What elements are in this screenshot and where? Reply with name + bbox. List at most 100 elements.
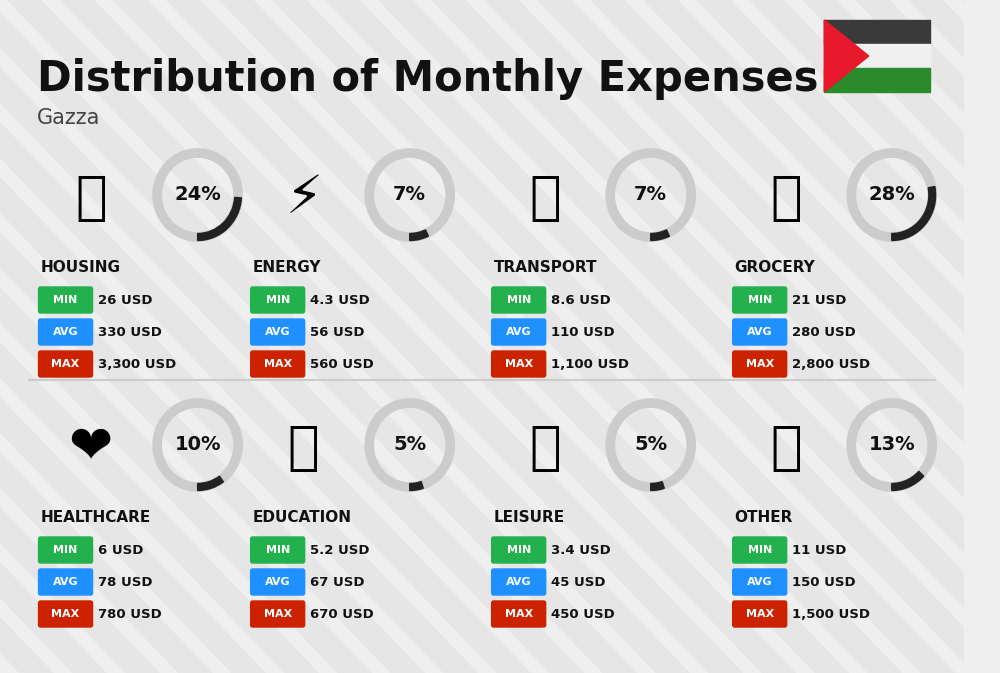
Text: 11 USD: 11 USD (792, 544, 847, 557)
Text: 78 USD: 78 USD (98, 575, 153, 588)
Text: MAX: MAX (264, 609, 292, 619)
FancyBboxPatch shape (824, 68, 930, 92)
Text: 26 USD: 26 USD (98, 293, 153, 306)
Text: 1,500 USD: 1,500 USD (792, 608, 870, 621)
Text: HEALTHCARE: HEALTHCARE (40, 510, 151, 525)
FancyBboxPatch shape (39, 601, 93, 627)
Text: 💰: 💰 (770, 422, 802, 474)
FancyBboxPatch shape (824, 44, 930, 68)
Text: 3.4 USD: 3.4 USD (551, 544, 611, 557)
Text: 45 USD: 45 USD (551, 575, 606, 588)
FancyBboxPatch shape (733, 601, 787, 627)
FancyBboxPatch shape (39, 569, 93, 595)
Text: 🛍: 🛍 (529, 422, 561, 474)
Text: 67 USD: 67 USD (310, 575, 365, 588)
FancyBboxPatch shape (733, 287, 787, 313)
Text: 330 USD: 330 USD (98, 326, 162, 339)
Text: Gazza: Gazza (37, 108, 100, 128)
Text: 110 USD: 110 USD (551, 326, 615, 339)
Text: 8.6 USD: 8.6 USD (551, 293, 611, 306)
Text: 13%: 13% (868, 435, 915, 454)
Wedge shape (651, 482, 664, 491)
Wedge shape (892, 186, 936, 240)
FancyBboxPatch shape (39, 537, 93, 563)
Text: 1,100 USD: 1,100 USD (551, 357, 629, 371)
Text: 🏢: 🏢 (76, 172, 107, 224)
Text: 21 USD: 21 USD (792, 293, 847, 306)
FancyBboxPatch shape (251, 319, 305, 345)
FancyBboxPatch shape (492, 287, 546, 313)
Text: 5%: 5% (393, 435, 426, 454)
FancyBboxPatch shape (251, 351, 305, 377)
Text: MIN: MIN (53, 545, 78, 555)
Text: GROCERY: GROCERY (735, 260, 815, 275)
Text: MIN: MIN (53, 295, 78, 305)
Text: AVG: AVG (506, 327, 531, 337)
Text: AVG: AVG (747, 577, 772, 587)
Text: HOUSING: HOUSING (40, 260, 120, 275)
Text: MAX: MAX (51, 359, 80, 369)
Text: 🎓: 🎓 (288, 422, 319, 474)
Text: TRANSPORT: TRANSPORT (494, 260, 597, 275)
Text: AVG: AVG (265, 577, 290, 587)
Text: 5.2 USD: 5.2 USD (310, 544, 370, 557)
Text: ❤️: ❤️ (69, 422, 114, 474)
FancyBboxPatch shape (733, 537, 787, 563)
FancyBboxPatch shape (39, 319, 93, 345)
Text: 🛒: 🛒 (770, 172, 802, 224)
Text: MAX: MAX (746, 359, 774, 369)
FancyBboxPatch shape (251, 569, 305, 595)
Text: 280 USD: 280 USD (792, 326, 856, 339)
Text: AVG: AVG (506, 577, 531, 587)
Text: AVG: AVG (747, 327, 772, 337)
Text: MAX: MAX (746, 609, 774, 619)
FancyBboxPatch shape (39, 351, 93, 377)
Text: MAX: MAX (505, 609, 533, 619)
Wedge shape (892, 471, 924, 491)
Wedge shape (410, 230, 428, 240)
Wedge shape (198, 476, 223, 491)
FancyBboxPatch shape (492, 537, 546, 563)
Text: 3,300 USD: 3,300 USD (98, 357, 177, 371)
Text: ENERGY: ENERGY (253, 260, 321, 275)
Text: 24%: 24% (174, 186, 221, 205)
Text: 2,800 USD: 2,800 USD (792, 357, 871, 371)
Text: 6 USD: 6 USD (98, 544, 144, 557)
Wedge shape (410, 482, 423, 491)
Text: MIN: MIN (266, 295, 290, 305)
Wedge shape (651, 230, 669, 240)
Text: AVG: AVG (53, 327, 78, 337)
Text: 28%: 28% (868, 186, 915, 205)
FancyBboxPatch shape (492, 569, 546, 595)
Text: 670 USD: 670 USD (310, 608, 374, 621)
Text: AVG: AVG (53, 577, 78, 587)
Text: 780 USD: 780 USD (98, 608, 162, 621)
Text: 7%: 7% (393, 186, 426, 205)
FancyBboxPatch shape (39, 287, 93, 313)
FancyBboxPatch shape (733, 351, 787, 377)
FancyBboxPatch shape (733, 569, 787, 595)
Text: MAX: MAX (264, 359, 292, 369)
Text: Distribution of Monthly Expenses: Distribution of Monthly Expenses (37, 58, 818, 100)
Text: ⚡: ⚡ (285, 172, 322, 224)
Text: 7%: 7% (634, 186, 667, 205)
Text: 56 USD: 56 USD (310, 326, 365, 339)
Text: AVG: AVG (265, 327, 290, 337)
FancyBboxPatch shape (492, 319, 546, 345)
Text: MAX: MAX (505, 359, 533, 369)
Text: MIN: MIN (748, 545, 772, 555)
Text: 🚌: 🚌 (529, 172, 561, 224)
Text: MIN: MIN (507, 295, 531, 305)
FancyBboxPatch shape (251, 287, 305, 313)
Text: 150 USD: 150 USD (792, 575, 856, 588)
Text: 450 USD: 450 USD (551, 608, 615, 621)
FancyBboxPatch shape (824, 20, 930, 44)
Text: 5%: 5% (634, 435, 667, 454)
FancyBboxPatch shape (492, 601, 546, 627)
Text: OTHER: OTHER (735, 510, 793, 525)
Text: MIN: MIN (507, 545, 531, 555)
Text: EDUCATION: EDUCATION (253, 510, 352, 525)
FancyBboxPatch shape (492, 351, 546, 377)
Text: 4.3 USD: 4.3 USD (310, 293, 370, 306)
Text: LEISURE: LEISURE (494, 510, 565, 525)
